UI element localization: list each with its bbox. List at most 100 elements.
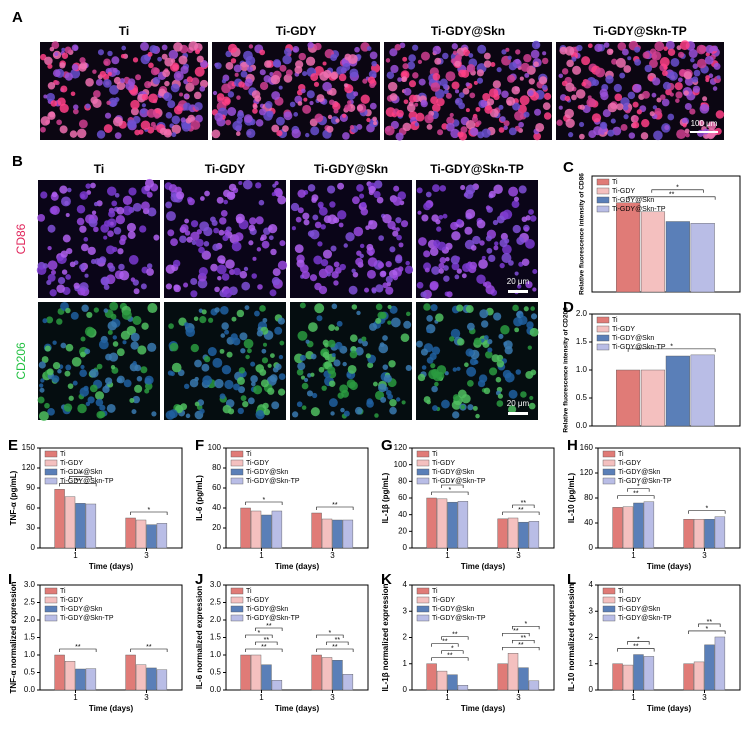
cell <box>337 392 344 399</box>
cell <box>171 115 181 125</box>
bar <box>714 636 726 691</box>
significance-bracket <box>627 196 716 200</box>
cell <box>246 128 256 138</box>
cell <box>533 132 542 141</box>
cell <box>130 277 136 282</box>
cell <box>236 309 245 318</box>
cell <box>482 92 491 101</box>
cell <box>59 125 68 134</box>
cell <box>371 288 377 294</box>
cell <box>391 226 397 231</box>
cell <box>667 48 676 56</box>
cell <box>104 112 112 119</box>
x-tick-label: 1 <box>631 551 636 560</box>
cell <box>317 241 323 247</box>
panel-letter: F <box>195 437 204 454</box>
cell <box>400 333 410 342</box>
cell <box>121 309 132 320</box>
y-tick-label: 1 <box>403 659 408 668</box>
cell <box>236 117 243 124</box>
significance-label: ** <box>633 643 639 650</box>
cell <box>568 132 574 138</box>
cell <box>465 305 474 313</box>
cell <box>255 119 264 127</box>
cell <box>423 396 431 404</box>
y-axis-label: TNF-α (pg/mL) <box>9 470 18 525</box>
cell <box>132 315 142 326</box>
significance-bracket <box>627 348 716 352</box>
cell <box>269 71 274 77</box>
bar <box>497 663 508 691</box>
cell <box>466 322 475 331</box>
cell <box>389 246 396 253</box>
cell <box>240 70 248 78</box>
cell <box>487 339 493 345</box>
cell <box>397 77 402 82</box>
cell <box>267 387 275 395</box>
cell <box>352 196 360 205</box>
cell <box>157 56 162 62</box>
cell <box>446 116 455 125</box>
cell <box>535 122 545 132</box>
significance-label: ** <box>332 502 338 509</box>
legend-label: Ti <box>432 451 438 458</box>
cell <box>236 95 241 100</box>
cell <box>651 53 658 60</box>
cell <box>130 332 140 342</box>
cell <box>110 313 117 320</box>
x-tick-label: 3 <box>144 693 149 702</box>
y-tick-label: 1.0 <box>24 650 36 659</box>
cell <box>349 350 358 359</box>
x-axis-label: Time (days) <box>461 704 506 713</box>
cell <box>662 81 671 90</box>
cell <box>369 51 378 60</box>
cell <box>244 305 250 310</box>
cell <box>213 227 219 234</box>
cell <box>336 320 343 327</box>
cell <box>279 240 286 247</box>
cell <box>611 58 618 65</box>
cell <box>414 122 419 127</box>
y-tick-label: 20 <box>212 523 221 532</box>
cell <box>309 100 314 106</box>
cell <box>132 361 137 366</box>
cell <box>561 68 569 75</box>
cell <box>564 108 575 119</box>
cell <box>636 109 642 115</box>
legend-label: Ti <box>612 179 618 186</box>
cell <box>210 263 218 272</box>
y-tick-label: 150 <box>22 443 36 452</box>
cell <box>498 127 505 133</box>
cell <box>108 352 119 362</box>
cell <box>368 185 376 194</box>
cell <box>279 64 287 72</box>
cell <box>83 385 89 391</box>
bar <box>332 519 343 549</box>
cell <box>110 365 116 370</box>
cell <box>688 49 698 59</box>
cell <box>662 70 668 77</box>
legend-label: Ti-GDY <box>612 326 635 333</box>
cell <box>179 235 187 244</box>
cell <box>38 411 49 421</box>
cell <box>199 86 206 92</box>
cell <box>106 186 117 196</box>
bar <box>457 685 469 691</box>
cell <box>252 104 258 110</box>
cell <box>442 52 449 60</box>
cell <box>231 241 242 252</box>
cell <box>367 257 378 267</box>
cell <box>408 94 417 103</box>
y-tick-label: 120 <box>394 443 408 452</box>
cell <box>649 111 655 117</box>
cell <box>438 214 444 220</box>
cell <box>251 273 257 279</box>
cell <box>465 208 476 219</box>
cell <box>66 247 73 255</box>
cell <box>642 51 650 59</box>
x-tick-label: 3 <box>144 551 149 560</box>
cell <box>480 338 485 343</box>
cell <box>465 348 474 357</box>
cell <box>414 102 419 107</box>
cell <box>119 78 125 84</box>
